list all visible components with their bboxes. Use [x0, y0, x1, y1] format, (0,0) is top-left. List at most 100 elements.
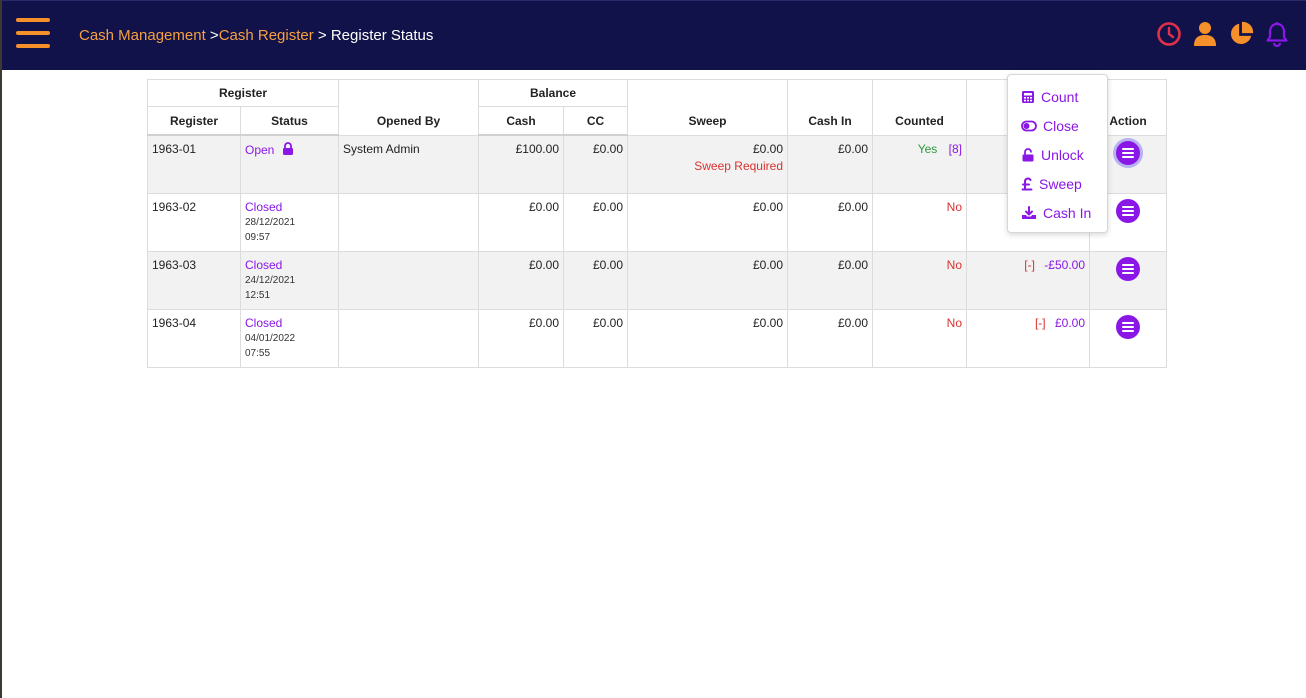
action-menu-button[interactable]: [1116, 314, 1140, 339]
cc-value: £0.00: [563, 308, 628, 368]
breadcrumb: Cash Management >Cash Register > Registe…: [79, 27, 433, 44]
clock-icon[interactable]: [1156, 20, 1182, 48]
register-status-table: Register Opened By Balance Sweep Cash In…: [147, 79, 1167, 368]
register-id: 1963-03: [147, 250, 241, 310]
counted-no: No: [872, 308, 967, 368]
col-status: Status: [240, 106, 339, 136]
breadcrumb-separator: >: [209, 27, 219, 44]
register-id: 1963-04: [147, 308, 241, 368]
sweep-value: £0.00: [752, 141, 783, 156]
action-cell: [1089, 250, 1167, 310]
menu-item-label: Sweep: [1039, 176, 1082, 192]
cash-value: £0.00: [478, 192, 564, 252]
sweep-value: £0.00: [627, 192, 788, 252]
counted-count-link[interactable]: [8]: [948, 141, 962, 156]
status-link[interactable]: Closed: [245, 199, 283, 214]
action-cell: [1089, 308, 1167, 368]
action-menu-button[interactable]: [1116, 256, 1140, 281]
calculator-icon: [1022, 91, 1034, 103]
menu-item-sweep[interactable]: Sweep: [1021, 174, 1082, 194]
breadcrumb-separator: >: [317, 27, 327, 44]
opened-by: System Admin: [338, 134, 479, 194]
status-date: 28/12/2021: [245, 216, 296, 228]
status-date: 04/01/2022: [245, 332, 296, 344]
register-id: 1963-02: [147, 192, 241, 252]
menu-item-cash-in[interactable]: Cash In: [1021, 203, 1091, 223]
user-icon[interactable]: [1192, 20, 1218, 48]
col-counted: Counted: [872, 79, 967, 136]
group-header-register: Register: [147, 79, 339, 107]
col-cc: CC: [563, 106, 628, 136]
cash-in-value: £0.00: [787, 308, 873, 368]
status-time: 07:55: [245, 347, 271, 359]
unlock-icon: [1022, 148, 1034, 162]
status-cell: Closed 04/01/2022 07:55: [240, 308, 339, 368]
cash-value: £100.00: [478, 134, 564, 194]
counted-no: No: [872, 250, 967, 310]
opened-by: [338, 250, 479, 310]
pound-icon: [1021, 177, 1033, 191]
col-cash-in: Cash In: [787, 79, 873, 136]
col-cash: Cash: [478, 106, 564, 136]
status-date: 24/12/2021: [245, 274, 296, 286]
cash-value: £0.00: [478, 308, 564, 368]
sweep-cell: £0.00 Sweep Required: [627, 134, 788, 194]
menu-item-label: Count: [1041, 89, 1079, 105]
breadcrumb-cash-management[interactable]: Cash Management: [79, 27, 206, 44]
status-link[interactable]: Closed: [245, 315, 283, 330]
menu-item-label: Close: [1043, 118, 1079, 134]
status-link[interactable]: Open: [245, 143, 275, 157]
pie-chart-icon[interactable]: [1228, 20, 1254, 48]
col-register: Register: [147, 106, 241, 136]
sweep-required-note: Sweep Required: [694, 158, 783, 173]
group-header-balance: Balance: [478, 79, 628, 107]
download-tray-icon: [1022, 206, 1036, 219]
adjust-toggle[interactable]: [-]: [1024, 257, 1035, 272]
menu-item-count[interactable]: Count: [1021, 87, 1078, 107]
toggle-icon: [1021, 120, 1037, 132]
adjust-cell: [-] -£50.00: [966, 250, 1090, 310]
table-row: 1963-03 Closed 24/12/2021 12:51 £0.00 £0…: [147, 250, 1167, 310]
top-bar: Cash Management >Cash Register > Registe…: [2, 0, 1306, 70]
window-left-edge: [0, 0, 2, 698]
menu-item-label: Cash In: [1043, 205, 1092, 221]
status-link[interactable]: Closed: [245, 257, 283, 272]
status-time: 09:57: [245, 231, 271, 243]
menu-item-close[interactable]: Close: [1021, 116, 1079, 136]
col-sweep: Sweep: [627, 79, 788, 136]
list-icon: [1122, 205, 1134, 216]
lock-icon: [282, 142, 294, 158]
counted-yes: Yes: [917, 141, 938, 156]
opened-by: [338, 308, 479, 368]
list-icon: [1122, 147, 1134, 158]
action-menu-button[interactable]: [1116, 198, 1140, 223]
register-id: 1963-01: [147, 134, 241, 194]
hamburger-menu-icon[interactable]: [16, 18, 50, 48]
adjust-cell: [-] £0.00: [966, 308, 1090, 368]
status-cell: Closed 28/12/2021 09:57: [240, 192, 339, 252]
action-menu-button[interactable]: [1116, 140, 1140, 165]
bell-icon[interactable]: [1264, 20, 1290, 48]
counted-no: No: [872, 192, 967, 252]
cash-in-value: £0.00: [787, 134, 873, 194]
table-row: 1963-04 Closed 04/01/2022 07:55 £0.00 £0…: [147, 308, 1167, 368]
action-dropdown-menu: Count Close Unlock Sweep Cash In: [1007, 74, 1108, 233]
adjust-toggle[interactable]: [-]: [1034, 315, 1046, 330]
menu-item-unlock[interactable]: Unlock: [1021, 145, 1084, 165]
adjust-value: -£50.00: [1044, 257, 1085, 272]
breadcrumb-cash-register[interactable]: Cash Register: [218, 27, 314, 44]
header-icons: [1156, 20, 1290, 48]
col-opened-by: Opened By: [338, 79, 479, 136]
adjust-value: £0.00: [1054, 315, 1085, 330]
status-cell: Open: [240, 134, 339, 194]
cc-value: £0.00: [563, 134, 628, 194]
sweep-value: £0.00: [627, 308, 788, 368]
list-icon: [1122, 321, 1134, 332]
status-cell: Closed 24/12/2021 12:51: [240, 250, 339, 310]
sweep-value: £0.00: [627, 250, 788, 310]
menu-item-label: Unlock: [1041, 147, 1084, 163]
cash-in-value: £0.00: [787, 250, 873, 310]
cc-value: £0.00: [563, 192, 628, 252]
cash-in-value: £0.00: [787, 192, 873, 252]
list-icon: [1122, 263, 1134, 274]
